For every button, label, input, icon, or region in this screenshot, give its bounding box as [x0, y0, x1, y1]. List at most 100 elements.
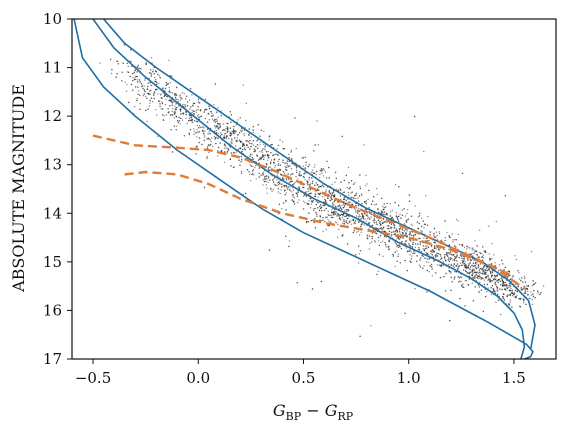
scatter-point [328, 220, 330, 222]
scatter-point [331, 199, 333, 201]
scatter-point [226, 135, 228, 137]
scatter-point [426, 239, 428, 242]
scatter-point [271, 143, 273, 146]
scatter-point [352, 183, 355, 185]
scatter-point [178, 120, 181, 122]
scatter-point [423, 150, 425, 153]
scatter-point [410, 251, 412, 253]
isochrone-line-1 [92, 19, 526, 359]
scatter-point [359, 250, 362, 252]
scatter-point [390, 227, 392, 230]
scatter-point [132, 89, 134, 92]
scatter-point [307, 184, 309, 186]
scatter-point [358, 245, 360, 247]
scatter-point [293, 197, 295, 199]
scatter-point [390, 235, 392, 237]
scatter-point [450, 272, 452, 274]
scatter-point [137, 64, 139, 67]
scatter-point [414, 246, 416, 248]
scatter-point [409, 231, 411, 233]
scatter-point [280, 174, 282, 176]
scatter-point [346, 217, 348, 220]
scatter-point [239, 147, 241, 149]
scatter-point [302, 165, 304, 167]
scatter-point [448, 270, 450, 272]
scatter-point [208, 131, 210, 133]
scatter-point [307, 203, 310, 206]
scatter-point [389, 203, 391, 205]
scatter-point [341, 204, 343, 206]
scatter-point [332, 216, 334, 219]
scatter-point [490, 287, 492, 289]
scatter-point [358, 234, 361, 236]
scatter-point [384, 242, 386, 244]
scatter-point [256, 144, 259, 146]
scatter-point [521, 277, 523, 279]
scatter-point [458, 281, 460, 283]
scatter-point [214, 137, 216, 139]
scatter-point [524, 277, 526, 279]
scatter-point [170, 75, 172, 77]
scatter-point [214, 119, 216, 121]
scatter-point [351, 219, 353, 221]
scatter-point [379, 221, 381, 223]
scatter-point [304, 172, 306, 174]
scatter-point [306, 191, 308, 193]
scatter-point [533, 289, 535, 292]
scatter-point [487, 276, 489, 278]
scatter-point [401, 214, 404, 216]
scatter-point [523, 275, 526, 278]
scatter-point [372, 220, 375, 222]
scatter-point [175, 86, 178, 89]
scatter-point [183, 93, 185, 95]
scatter-point [389, 215, 392, 217]
scatter-point [338, 228, 340, 231]
scatter-point [307, 181, 309, 184]
scatter-point [511, 306, 513, 308]
scatter-point [314, 164, 316, 166]
scatter-point [386, 221, 388, 224]
scatter-point [320, 204, 322, 206]
scatter-point [161, 108, 164, 110]
scatter-point [355, 209, 357, 211]
scatter-point [506, 284, 508, 287]
scatter-point [171, 114, 173, 116]
scatter-point [305, 220, 308, 223]
scatter-point [355, 197, 357, 200]
scatter-point [500, 284, 502, 286]
scatter-point [444, 220, 446, 222]
scatter-point [456, 254, 458, 256]
scatter-point [219, 135, 222, 137]
scatter-point [155, 88, 157, 91]
scatter-point [478, 286, 480, 288]
scatter-point [308, 176, 310, 179]
scatter-point [445, 260, 447, 262]
scatter-point [186, 122, 188, 125]
scatter-point [235, 130, 237, 132]
scatter-point [249, 173, 251, 176]
scatter-point [420, 257, 422, 259]
scatter-point [350, 192, 352, 194]
scatter-point [292, 173, 294, 175]
scatter-point [475, 273, 478, 275]
scatter-point [252, 165, 254, 168]
scatter-point [348, 182, 350, 184]
scatter-point [314, 195, 316, 198]
scatter-point [360, 218, 362, 220]
scatter-point [134, 76, 136, 78]
scatter-point [425, 261, 428, 263]
scatter-point [246, 169, 249, 171]
scatter-point [245, 102, 248, 105]
scatter-point [387, 227, 390, 230]
scatter-point [315, 207, 317, 210]
scatter-point [253, 174, 255, 176]
scatter-point [368, 216, 370, 219]
scatter-point [142, 94, 144, 97]
scatter-point [505, 285, 507, 287]
scatter-point [333, 201, 335, 203]
scatter-point [323, 209, 326, 212]
scatter-point [143, 85, 145, 87]
scatter-point [500, 277, 502, 280]
scatter-point [359, 185, 361, 188]
scatter-point [371, 224, 374, 227]
